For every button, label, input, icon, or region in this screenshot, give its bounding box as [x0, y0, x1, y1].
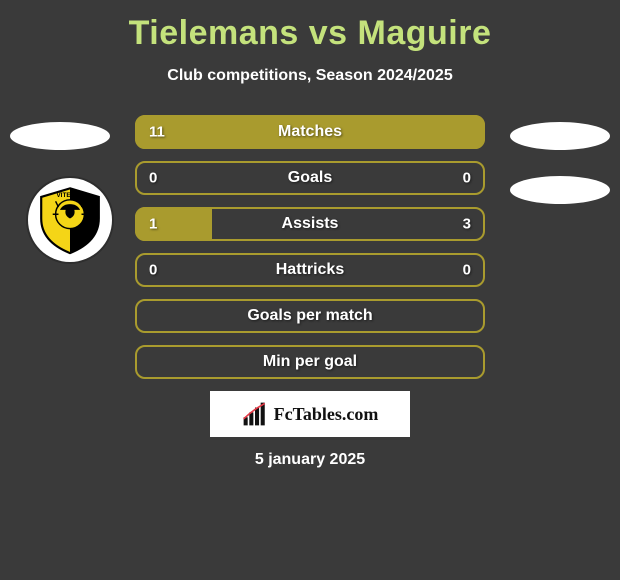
vitesse-crest-icon: VITESSE: [34, 184, 106, 256]
stat-row: Goals per match: [135, 299, 485, 333]
subtitle: Club competitions, Season 2024/2025: [0, 67, 620, 85]
stat-value-right: 0: [463, 170, 471, 187]
watermark: FcTables.com: [210, 391, 410, 437]
club-crest: VITESSE: [28, 178, 112, 262]
stat-row: Goals0 0: [135, 161, 485, 195]
stat-label: Goals: [135, 169, 485, 187]
stat-label: Matches: [135, 123, 485, 141]
fctables-logo-icon: [242, 401, 268, 427]
stat-row: Assists1 3: [135, 207, 485, 241]
stat-label: Min per goal: [135, 353, 485, 371]
decor-ellipse-right-2: [510, 176, 610, 204]
stat-label: Assists: [135, 215, 485, 233]
stat-value-right: 3: [463, 216, 471, 233]
decor-ellipse-right-1: [510, 122, 610, 150]
page-title: Tielemans vs Maguire: [0, 0, 620, 53]
svg-text:VITESSE: VITESSE: [56, 192, 84, 199]
stat-row: Hattricks0 0: [135, 253, 485, 287]
stat-value-left: 11: [149, 124, 165, 141]
stat-value-left: 0: [149, 262, 157, 279]
stat-value-left: 0: [149, 170, 157, 187]
stat-label: Goals per match: [135, 307, 485, 325]
date-label: 5 january 2025: [0, 451, 620, 469]
decor-ellipse-left: [10, 122, 110, 150]
stat-value-right: 0: [463, 262, 471, 279]
stat-row: Matches11: [135, 115, 485, 149]
watermark-text: FcTables.com: [274, 404, 379, 425]
stat-label: Hattricks: [135, 261, 485, 279]
stat-row: Min per goal: [135, 345, 485, 379]
stat-value-left: 1: [149, 216, 157, 233]
